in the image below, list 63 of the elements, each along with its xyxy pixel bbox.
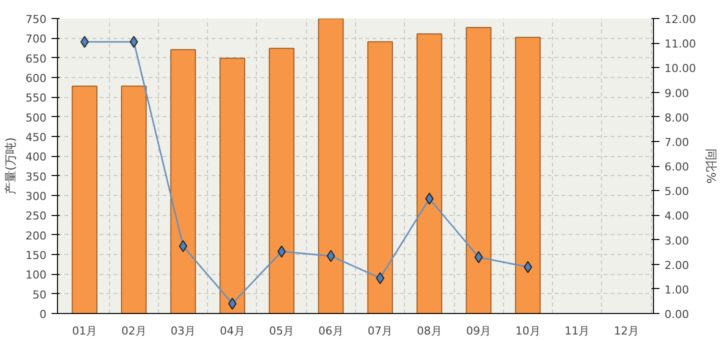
bar (318, 18, 344, 314)
y-tick-label: 0 (40, 308, 46, 321)
y-tick-label: 200 (26, 229, 47, 242)
point (376, 272, 384, 284)
bar (416, 33, 442, 314)
y-tick-label: 150 (26, 249, 47, 262)
y2-tick-label: 8.00 (664, 111, 689, 124)
y-tick-label: 400 (26, 150, 47, 164)
y2-axis-title: 同比% (704, 148, 718, 184)
bar (72, 86, 98, 314)
x-tick-label: 09月 (466, 324, 492, 338)
point (228, 298, 237, 310)
y-axis-title: 产量(万吨) (4, 137, 18, 195)
y2-tick-label: 5.00 (664, 185, 689, 198)
x-tick-label: 10月 (515, 324, 540, 338)
y2-tick-label: 3.00 (664, 234, 689, 248)
y-tick-label: 550 (26, 92, 47, 105)
y-tick-label: 650 (26, 52, 47, 66)
y-tick-label: 750 (26, 13, 47, 26)
bar (121, 86, 147, 314)
x-tick-label: 05月 (269, 324, 294, 338)
y2-tick-label: 9.00 (664, 86, 689, 100)
point (178, 240, 188, 252)
y2-tick-label: 7.00 (664, 136, 689, 149)
x-tick-label: 06月 (318, 324, 344, 338)
x-tick-label: 02月 (121, 324, 146, 338)
point (277, 246, 286, 258)
y-tick-label: 100 (26, 268, 47, 282)
bar (367, 41, 393, 314)
y2-tick-label: 1.00 (664, 283, 689, 296)
bar (220, 58, 246, 314)
y2-tick-label: 11.00 (664, 38, 696, 51)
point (474, 251, 483, 264)
x-tick-label: 03月 (170, 324, 196, 338)
y-tick-label: 450 (26, 131, 47, 144)
y2-tick-label: 10.00 (664, 62, 696, 76)
point (80, 36, 89, 48)
y-tick-label: 300 (26, 190, 47, 203)
bar (466, 27, 492, 314)
x-tick-label: 08月 (416, 324, 442, 338)
x-tick-label: 11月 (564, 324, 590, 338)
y2-tick-label: 12.00 (664, 13, 696, 26)
y-tick-label: 500 (26, 111, 47, 124)
point (425, 192, 434, 205)
point (524, 261, 532, 274)
y2-tick-label: 2.00 (664, 258, 689, 272)
y-tick-label: 600 (26, 72, 47, 85)
x-tick-label: 01月 (72, 324, 98, 338)
bar (170, 49, 196, 314)
bar (515, 36, 541, 314)
x-tick-label: 07月 (368, 324, 393, 338)
y-tick-label: 50 (32, 288, 47, 302)
point (326, 250, 336, 262)
point (130, 36, 138, 48)
y-tick-label: 250 (26, 210, 47, 223)
y2-tick-label: 6.00 (664, 160, 689, 174)
bar (268, 48, 294, 314)
y2-tick-label: 0.00 (664, 308, 689, 321)
x-tick-label: 12月 (614, 324, 639, 338)
x-tick-label: 04月 (220, 324, 245, 338)
y-tick-label: 350 (26, 170, 47, 184)
y-tick-label: 700 (26, 32, 47, 46)
y2-tick-label: 4.00 (664, 210, 689, 223)
